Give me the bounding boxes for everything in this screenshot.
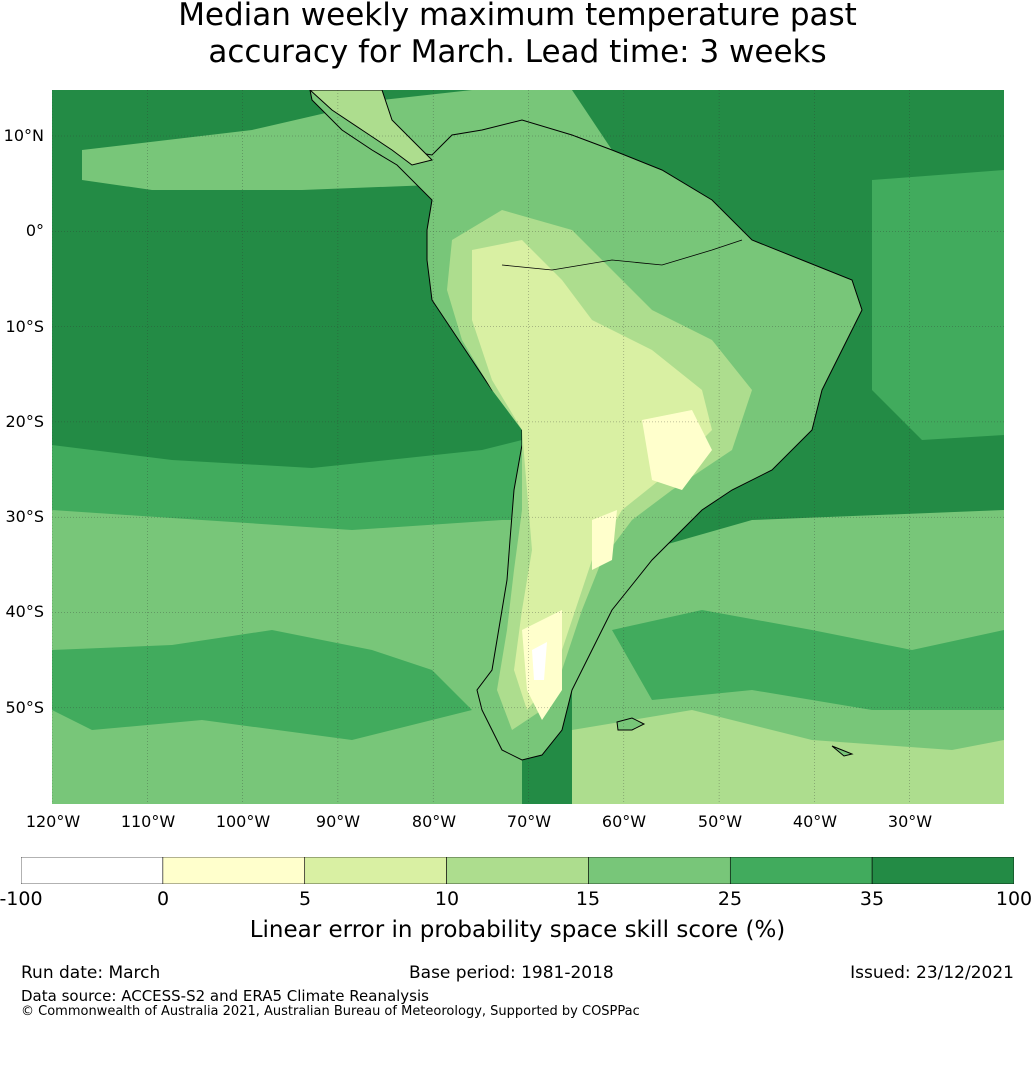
colorbar-tick: 10 <box>434 888 460 910</box>
colorbar-tick: 35 <box>859 888 885 910</box>
colorbar <box>21 857 1014 884</box>
data-source: Data source: ACCESS-S2 and ERA5 Climate … <box>21 987 429 1005</box>
copyright: © Commonwealth of Australia 2021, Austra… <box>21 1004 640 1019</box>
lon-label: 120°W <box>25 812 81 831</box>
lat-label: 10°N <box>3 126 44 145</box>
atlantic-band <box>872 170 1004 440</box>
colorbar-label: Linear error in probability space skill … <box>249 917 786 943</box>
south-atlantic-light <box>572 710 1004 804</box>
chart-title-line-1: Median weekly maximum temperature past <box>178 0 857 33</box>
colorbar-bin <box>446 857 589 884</box>
colorbar-bin <box>588 857 731 884</box>
colorbar-tick: 100 <box>995 888 1033 910</box>
lon-label: 80°W <box>411 812 457 831</box>
lon-label: 110°W <box>120 812 176 831</box>
colorbar-bin <box>162 857 306 884</box>
lon-label: 90°W <box>315 812 361 831</box>
lat-label: 30°S <box>5 507 44 526</box>
lon-label: 40°W <box>792 812 838 831</box>
land-yellow-core <box>522 410 712 720</box>
lon-label: 30°W <box>887 812 933 831</box>
colorbar-bin <box>304 857 447 884</box>
lon-label: 50°W <box>697 812 743 831</box>
lat-label: 50°S <box>5 698 44 717</box>
south-georgia <box>831 745 854 757</box>
lat-label: 40°S <box>5 602 44 621</box>
lon-label: 60°W <box>601 812 647 831</box>
colorbar-bin <box>871 857 1014 884</box>
colorbar-bin <box>729 857 873 884</box>
colorbar-tick: 0 <box>156 888 170 910</box>
chart-title-line-2: accuracy for March. Lead time: 3 weeks <box>208 34 827 70</box>
colorbar-bin <box>21 857 164 884</box>
issued-date: Issued: 23/12/2021 <box>850 963 1014 983</box>
lon-label: 70°W <box>506 812 552 831</box>
land-pale-core <box>472 240 712 710</box>
colorbar-tick: -100 <box>0 888 43 910</box>
south-atlantic-deep <box>612 610 1004 710</box>
south-ocean-deep-patch <box>52 630 472 740</box>
base-period: Base period: 1981-2018 <box>409 963 614 983</box>
lat-label: 20°S <box>5 412 44 431</box>
colorbar-tick: 15 <box>575 888 601 910</box>
graticule <box>52 90 1004 804</box>
lat-label: 10°S <box>5 317 44 336</box>
lat-label: 0° <box>25 221 44 240</box>
central-america <box>309 90 433 166</box>
skill-score-map <box>52 90 1004 804</box>
colorbar-tick: 25 <box>717 888 743 910</box>
colorbar-tick: 5 <box>298 888 312 910</box>
land-white-spots <box>532 642 547 680</box>
lon-label: 100°W <box>215 812 271 831</box>
run-date: Run date: March <box>21 963 161 983</box>
amazon-river <box>501 239 743 271</box>
